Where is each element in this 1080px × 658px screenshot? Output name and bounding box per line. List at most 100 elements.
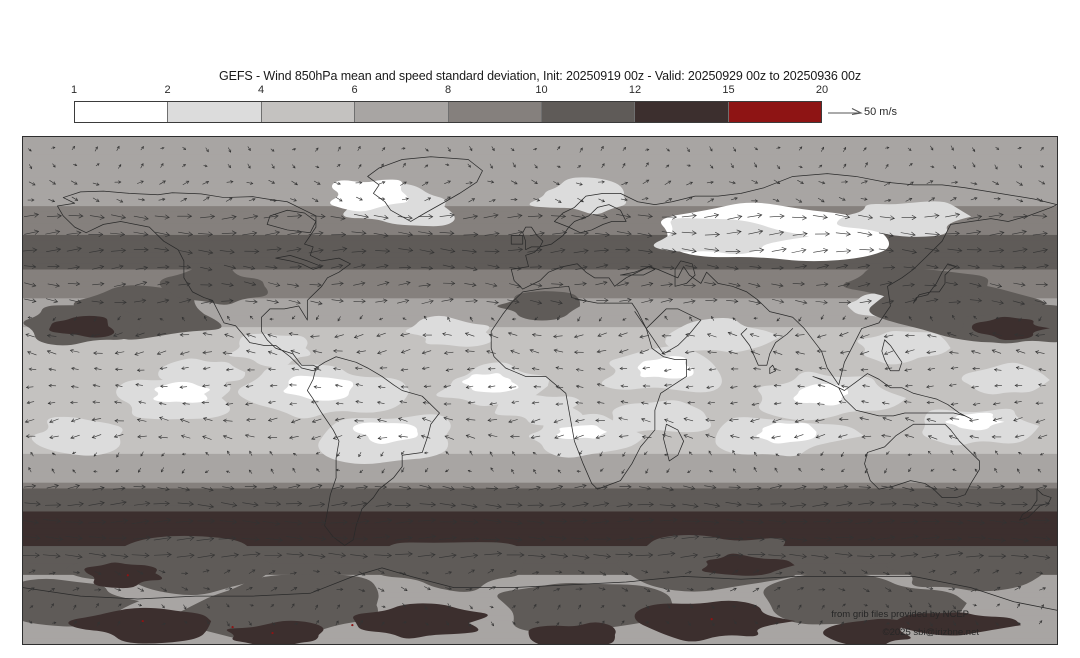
- wind-barb: [267, 334, 278, 338]
- wind-barb-head: [115, 469, 119, 473]
- wind-barb-head: [228, 149, 232, 153]
- wind-barb: [797, 385, 805, 388]
- wind-barb-head: [202, 331, 207, 336]
- wind-barb-head: [625, 247, 631, 253]
- wind-barb: [682, 503, 699, 507]
- wind-barb-head: [1019, 165, 1022, 169]
- wind-barb: [378, 569, 385, 574]
- wind-barb: [789, 554, 807, 558]
- wind-barb-head: [824, 263, 830, 269]
- wind-barb: [289, 436, 299, 439]
- wind-barb-head: [883, 351, 889, 356]
- wind-barb-head: [24, 419, 29, 424]
- wind-barb-head: [299, 552, 305, 558]
- wind-barb-head: [690, 485, 696, 491]
- wind-barb-head: [517, 536, 523, 543]
- wind-barb: [159, 180, 166, 185]
- wind-barb: [659, 519, 678, 522]
- wind-barb: [730, 435, 740, 438]
- wind-barb-head: [666, 621, 670, 624]
- wind-barb-head: [690, 587, 694, 592]
- wind-barb-head: [78, 519, 84, 525]
- wind-barb-head: [316, 468, 319, 471]
- wind-barb: [1038, 620, 1043, 625]
- wind-barb: [49, 180, 56, 185]
- wind-barb-head: [1001, 519, 1008, 525]
- wind-barb-head: [952, 468, 956, 472]
- wind-barb-head: [881, 401, 886, 405]
- wind-barb-head: [642, 384, 646, 388]
- wind-barb: [161, 452, 165, 457]
- wind-barb-head: [74, 620, 77, 624]
- wind-barb: [773, 334, 783, 337]
- wind-barb: [70, 349, 80, 353]
- wind-barb-head: [953, 197, 957, 201]
- wind-barb-head: [487, 385, 492, 389]
- wind-barb-head: [252, 230, 258, 236]
- wind-barb: [908, 316, 912, 321]
- wind-barb: [42, 554, 61, 557]
- stddev-contour-blob: [528, 622, 616, 644]
- wind-barb-head: [863, 147, 867, 151]
- wind-barb: [468, 569, 475, 574]
- coastline-path: [645, 308, 702, 355]
- wind-barb-head: [429, 249, 435, 255]
- wind-barb-head: [888, 247, 894, 254]
- wind-barb: [885, 603, 889, 608]
- wind-barb-head: [574, 435, 579, 440]
- wind-barb: [946, 487, 959, 490]
- wind-barb-head: [513, 164, 516, 168]
- wind-barb-head: [226, 470, 229, 473]
- wind-barb: [442, 333, 452, 336]
- wind-barb: [601, 163, 605, 168]
- wind-barb-head: [380, 163, 384, 167]
- stddev-contour-blob: [637, 356, 694, 379]
- wind-barb-head: [189, 553, 195, 559]
- wind-barb: [356, 350, 366, 353]
- stddev-contour-blob: [886, 547, 1052, 592]
- wind-barb: [88, 536, 107, 539]
- stddev-zonal-band: [23, 286, 1057, 294]
- wind-barb-head: [402, 572, 407, 576]
- colorbar-tick-2: 2: [164, 84, 171, 96]
- wind-barb-head: [690, 605, 693, 609]
- wind-barb-head: [320, 213, 326, 219]
- wind-barb-head: [624, 588, 629, 592]
- wind-barb: [726, 300, 739, 302]
- wind-barb-head: [649, 534, 655, 540]
- wind-barb-head: [715, 232, 720, 238]
- wind-barb-head: [728, 350, 733, 355]
- wind-barb: [773, 368, 781, 371]
- wind-barb-head: [950, 366, 955, 370]
- wind-barb-head: [558, 265, 564, 270]
- wind-barb-head: [398, 434, 403, 439]
- wind-barb: [397, 216, 413, 219]
- stddev-zonal-band: [23, 505, 1057, 513]
- stddev-zonal-band: [23, 534, 1057, 541]
- wind-barb-head: [885, 163, 889, 167]
- wind-barb: [286, 553, 304, 556]
- wind-barb: [878, 554, 896, 557]
- wind-barb-head: [626, 230, 632, 236]
- wind-barb: [465, 300, 478, 302]
- wind-barb: [528, 487, 541, 491]
- map-panel[interactable]: from grib files provided by NCEP ©2025 s…: [22, 136, 1058, 645]
- wind-barb: [952, 605, 956, 609]
- wind-barb: [286, 248, 302, 252]
- wind-barb-head: [934, 264, 939, 270]
- wind-barb: [114, 401, 122, 404]
- wind-barb: [268, 368, 276, 370]
- wind-barb-head: [820, 199, 825, 203]
- wind-barb-head: [777, 146, 781, 150]
- wind-barb-head: [823, 501, 829, 507]
- wind-barb: [771, 298, 784, 303]
- wind-barb-head: [646, 589, 651, 593]
- wind-barb-head: [977, 247, 982, 253]
- wind-barb-head: [882, 416, 887, 421]
- wind-barb-head: [864, 619, 867, 623]
- wind-barb-head: [165, 280, 170, 286]
- wind-barb: [223, 420, 233, 422]
- wind-barb-head: [207, 266, 213, 272]
- wind-barb: [246, 182, 254, 184]
- stddev-contour-blob: [612, 400, 712, 433]
